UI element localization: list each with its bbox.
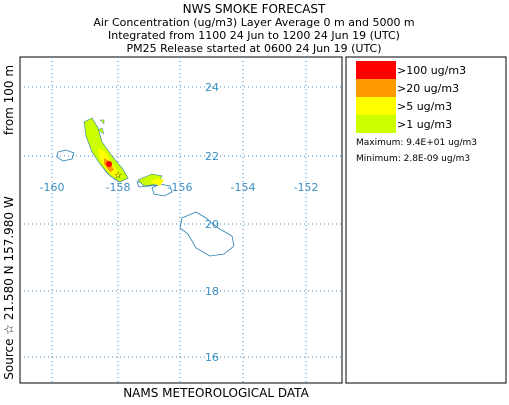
legend-entries: >100 ug/m3 >20 ug/m3 >5 ug/m3 >1 ug/m3 xyxy=(356,61,466,133)
legend-label: >20 ug/m3 xyxy=(397,82,459,95)
subtitle: Integrated from 1100 24 Jun to 1200 24 J… xyxy=(108,29,400,42)
latitude-label: 24 xyxy=(205,81,219,94)
latitude-label: 22 xyxy=(205,150,219,163)
island-kauai xyxy=(56,149,75,162)
minimum: Minimum: 2.8E-09 ug/m3 xyxy=(356,154,470,164)
latitude-label: 18 xyxy=(205,285,219,298)
smoke-contour xyxy=(83,117,129,183)
legend-label: >5 ug/m3 xyxy=(397,100,452,113)
smoke-contour xyxy=(150,178,164,186)
smoke-contour xyxy=(106,161,112,167)
longitude-label: -158 xyxy=(106,181,131,194)
legend-swatch xyxy=(356,61,396,79)
legend-swatch xyxy=(356,79,396,97)
longitude-label: -156 xyxy=(168,181,193,194)
source-marker: ☆ xyxy=(114,171,122,181)
smoke-contour xyxy=(97,119,105,135)
legend: >100 ug/m3 >20 ug/m3 >5 ug/m3 >1 ug/m3 Maxi… xyxy=(345,56,507,384)
longitude-label: -152 xyxy=(294,181,319,194)
title: NWS SMOKE FORECAST xyxy=(183,2,326,16)
longitude-label: -154 xyxy=(231,181,256,194)
map-frame xyxy=(19,56,343,384)
subtitle: PM25 Release started at 0600 24 Jun 19 (… xyxy=(126,42,381,55)
legend-label: >100 ug/m3 xyxy=(397,64,466,77)
latitude-label: 20 xyxy=(205,218,219,231)
latitude-label: 16 xyxy=(205,351,219,364)
legend-swatch xyxy=(356,115,396,133)
island-hawaii xyxy=(179,211,235,257)
legend-swatch xyxy=(356,97,396,115)
maximum: Maximum: 9.4E+01 ug/m3 xyxy=(356,138,477,148)
footer: NAMS METEOROLOGICAL DATA xyxy=(123,386,309,400)
subtitle: Air Concentration (ug/m3) Layer Average … xyxy=(93,16,414,29)
map: ☆ 24 22 20 18 16 -160 -158 -156 -154 -15… xyxy=(19,56,343,384)
legend-label: >1 ug/m3 xyxy=(397,118,452,131)
height-label: from 100 m xyxy=(2,65,16,135)
source-label: Source ☆ 21.580 N 157.980 W xyxy=(2,196,16,380)
longitude-label: -160 xyxy=(40,181,65,194)
smoke-plume: ☆ xyxy=(83,117,164,187)
